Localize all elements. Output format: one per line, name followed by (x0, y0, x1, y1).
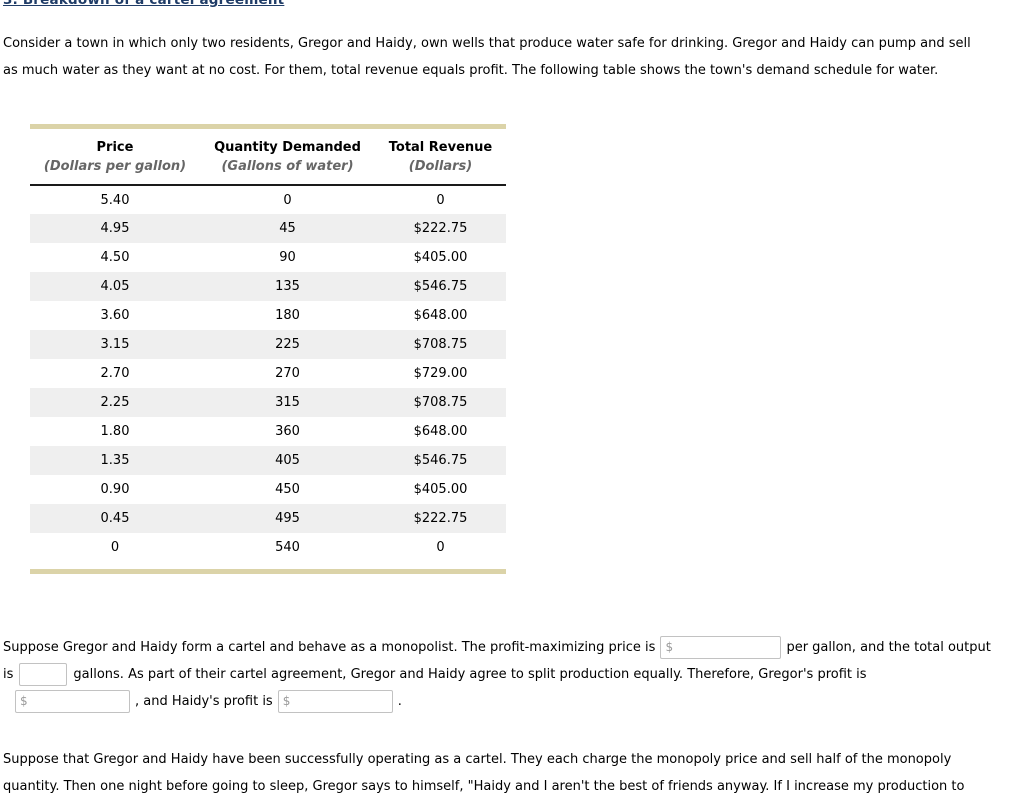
followup-line-1: Suppose that Gregor and Haidy have been … (3, 752, 952, 767)
price-cell: 4.05 (100, 279, 130, 294)
column-header-revenue: Total Revenue (Dollars) (375, 129, 506, 186)
quantity-cell: 0 (283, 192, 292, 208)
revenue-cell: $708.75 (413, 337, 468, 352)
table-row: 5.40 0 0 (30, 185, 506, 214)
revenue-cell: $648.00 (413, 424, 468, 439)
gregor-profit-input[interactable] (29, 692, 129, 711)
price-cell: 3.15 (100, 337, 130, 352)
table-row: 0.90 450 $405.00 (30, 475, 506, 504)
monopoly-price-input[interactable] (675, 638, 781, 657)
revenue-cell: $546.75 (413, 453, 468, 468)
quantity-cell: 450 (275, 482, 300, 497)
quantity-cell: 270 (275, 366, 300, 381)
gregor-profit-input-box: $ (15, 690, 130, 713)
price-cell: 2.70 (100, 366, 130, 381)
column-label: Price (96, 140, 134, 155)
revenue-cell: $222.75 (413, 221, 468, 236)
price-cell: 1.35 (100, 453, 130, 468)
quantity-cell: 135 (275, 279, 300, 294)
revenue-cell: $708.75 (413, 395, 468, 410)
price-cell: 4.50 (100, 250, 130, 265)
revenue-cell: 0 (436, 540, 445, 555)
table-row: 0 540 0 (30, 533, 506, 562)
monopoly-price-input-box: $ (660, 636, 782, 659)
price-cell: 1.80 (100, 424, 130, 439)
table-row: 2.70 270 $729.00 (30, 359, 506, 388)
quantity-cell: 225 (275, 337, 300, 352)
price-cell: 2.25 (100, 395, 130, 410)
question-text: gallons. As part of their cartel agreeme… (73, 667, 867, 682)
dollar-prefix: $ (665, 640, 674, 654)
quantity-cell: 360 (275, 424, 300, 439)
column-header-price: Price (Dollars per gallon) (30, 129, 200, 186)
table-row: 0.45 495 $222.75 (30, 504, 506, 533)
page-title: 3. Breakdown of a cartel agreement (3, 0, 285, 8)
revenue-cell: 0 (436, 192, 445, 208)
column-unit: (Dollars per gallon) (43, 159, 187, 174)
quantity-cell: 45 (279, 221, 296, 236)
question-line-3: $ , and Haidy's profit is $. (3, 688, 1024, 715)
price-cell: 4.95 (100, 221, 130, 236)
table-header-row: Price (Dollars per gallon) Quantity Dema… (30, 129, 506, 186)
price-cell: 0 (110, 540, 120, 555)
column-header-quantity: Quantity Demanded (Gallons of water) (200, 129, 375, 186)
total-output-input[interactable] (24, 665, 67, 684)
revenue-cell: $405.00 (413, 482, 468, 497)
quantity-cell: 315 (275, 395, 300, 410)
quantity-cell: 90 (279, 250, 296, 265)
table-row: 2.25 315 $708.75 (30, 388, 506, 417)
intro-line-2: as much water as they want at no cost. F… (3, 63, 939, 78)
haidy-profit-input-box: $ (277, 690, 393, 713)
question-text: . (397, 694, 402, 709)
price-cell: 3.60 (100, 308, 130, 323)
table-row: 4.05 135 $546.75 (30, 272, 506, 301)
column-label: Total Revenue (388, 140, 493, 155)
intro-line-1: Consider a town in which only two reside… (3, 36, 971, 51)
question-line-2: is gallons. As part of their cartel agree… (3, 661, 1024, 688)
dollar-prefix: $ (282, 694, 291, 708)
quantity-cell: 180 (275, 308, 300, 323)
question-line-1: Suppose Gregor and Haidy form a cartel a… (3, 634, 1024, 661)
column-unit: (Dollars) (408, 159, 473, 174)
question-text: , and Haidy's profit is (135, 694, 273, 709)
table-row: 1.35 405 $546.75 (30, 446, 506, 475)
revenue-cell: $648.00 (413, 308, 468, 323)
question-text: per gallon, and the total output (786, 640, 991, 655)
price-cell: 0.45 (100, 511, 130, 526)
table-row: 1.80 360 $648.00 (30, 417, 506, 446)
column-label: Quantity Demanded (214, 140, 361, 155)
question-text: Suppose Gregor and Haidy form a cartel a… (3, 640, 656, 655)
price-cell: 5.40 (100, 192, 130, 208)
question-text: is (3, 667, 14, 682)
table-row: 4.50 90 $405.00 (30, 243, 506, 272)
quantity-cell: 405 (275, 453, 300, 468)
revenue-cell: $405.00 (413, 250, 468, 265)
cartel-question-paragraph: Suppose Gregor and Haidy form a cartel a… (3, 634, 1024, 715)
followup-paragraph: Suppose that Gregor and Haidy have been … (3, 746, 1024, 800)
intro-paragraph: Consider a town in which only two reside… (3, 30, 1024, 84)
haidy-profit-input[interactable] (292, 692, 392, 711)
quantity-cell: 540 (275, 540, 300, 555)
price-cell: 0.90 (100, 482, 130, 497)
revenue-cell: $546.75 (413, 279, 468, 294)
demand-schedule-table: Price (Dollars per gallon) Quantity Dema… (30, 124, 506, 574)
revenue-cell: $222.75 (413, 511, 468, 526)
total-output-input-box (19, 663, 68, 686)
table-bottom-accent-bar (30, 569, 506, 574)
table-row: 3.60 180 $648.00 (30, 301, 506, 330)
revenue-cell: $729.00 (413, 366, 468, 381)
table-top-accent-bar (30, 124, 506, 129)
column-unit: (Gallons of water) (221, 159, 354, 174)
table-row: 3.15 225 $708.75 (30, 330, 506, 359)
followup-line-2: quantity. Then one night before going to… (3, 779, 965, 794)
quantity-cell: 495 (275, 511, 300, 526)
dollar-prefix: $ (20, 694, 28, 708)
table-row: 4.95 45 $222.75 (30, 214, 506, 243)
